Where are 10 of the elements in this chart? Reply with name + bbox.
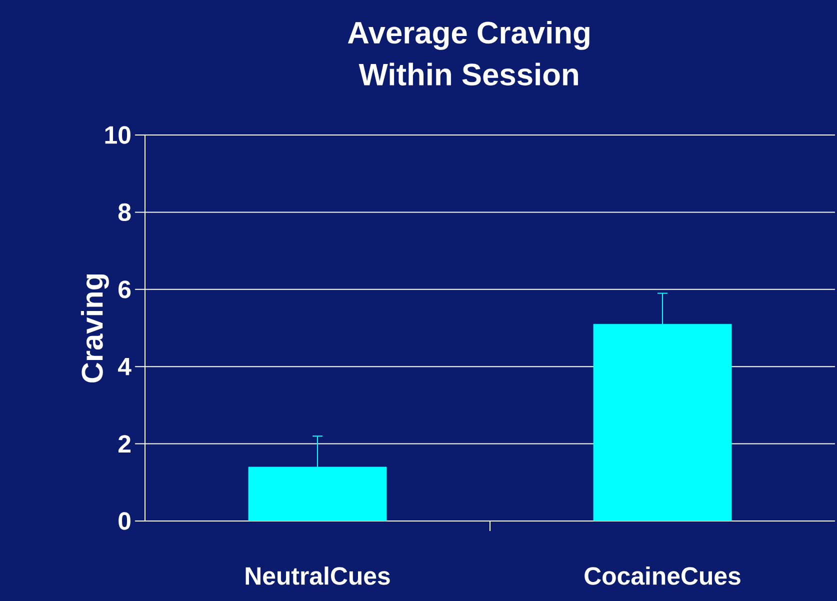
x-tick-label: NeutralCues <box>246 566 390 585</box>
chart-title: Average Craving Within Session <box>348 20 590 86</box>
y-axis-title: Craving <box>80 274 109 382</box>
y-tick-label: 0 <box>118 512 130 530</box>
y-tick-label: 4 <box>118 358 132 376</box>
y-tick-label: 6 <box>118 280 131 298</box>
y-tick-label: 10 <box>105 126 130 144</box>
y-tick-label: 8 <box>118 203 131 222</box>
y-tick-label: 2 <box>118 435 130 452</box>
x-tick-label: CocaineCues <box>584 566 740 585</box>
